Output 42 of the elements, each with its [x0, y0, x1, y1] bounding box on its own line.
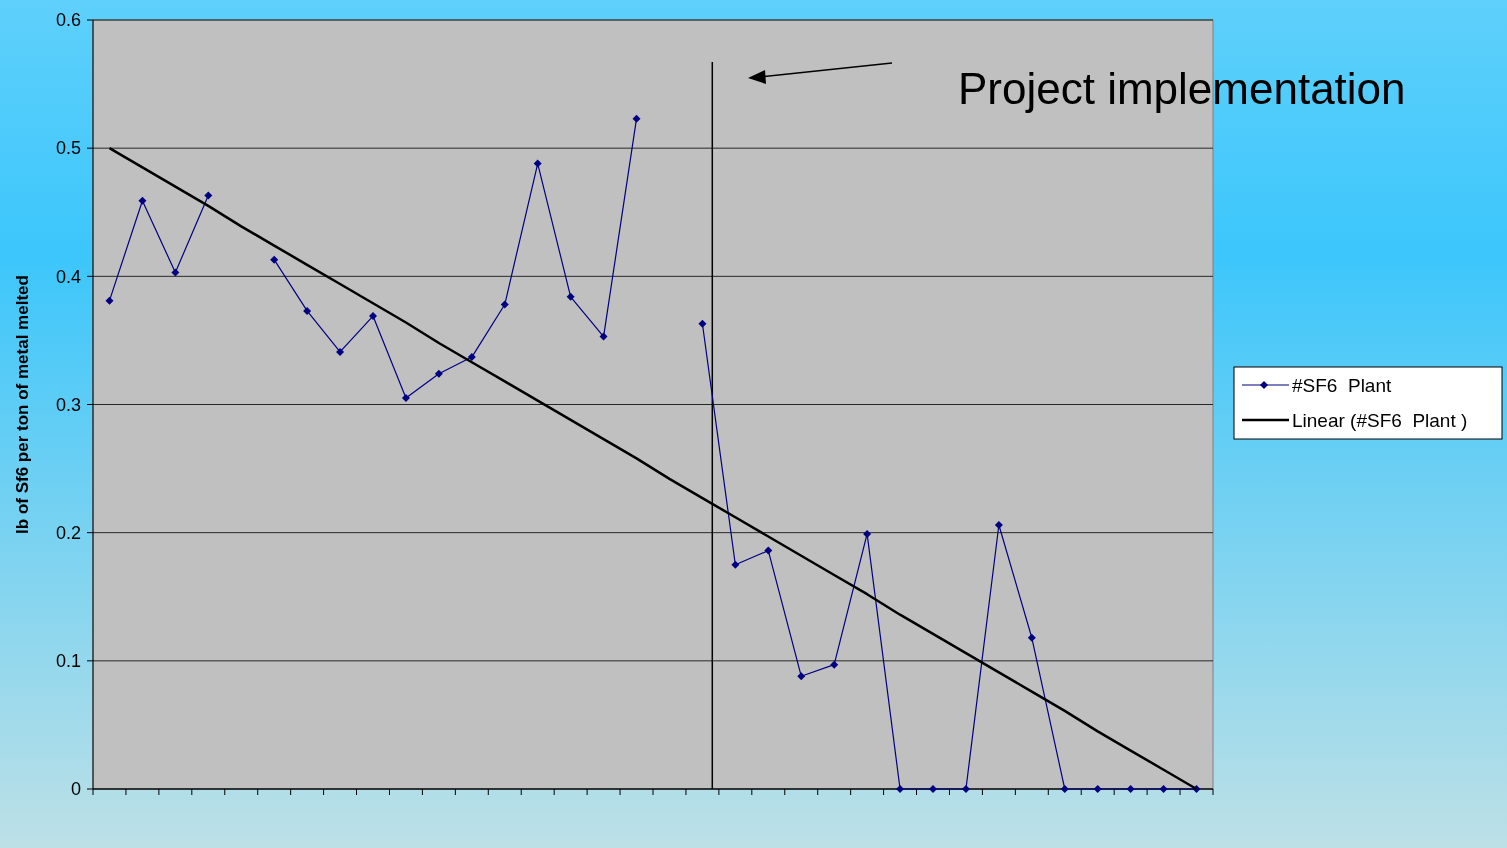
point: [1060, 785, 1069, 793]
point: [138, 196, 147, 205]
point: [105, 296, 114, 305]
point: [632, 114, 641, 123]
point: [1093, 785, 1102, 793]
point: [599, 332, 608, 341]
point: [467, 353, 476, 362]
point: [1159, 785, 1168, 793]
y-tick-label: 0.3: [55, 394, 81, 415]
point: [764, 546, 773, 555]
y-tick-label: 0.1: [55, 651, 81, 672]
point: [369, 312, 377, 321]
point: [1027, 633, 1036, 642]
point: [1126, 785, 1135, 793]
point: [566, 292, 575, 301]
point: [401, 394, 410, 403]
y-tick-label: 0.2: [55, 522, 81, 543]
point: [863, 529, 872, 538]
point: [797, 672, 806, 681]
point: [171, 268, 180, 277]
point: [270, 255, 279, 264]
y-tick-label: 0.6: [55, 10, 81, 31]
point: [204, 191, 213, 200]
point: [336, 347, 345, 356]
point: [500, 300, 509, 309]
point: [698, 319, 707, 328]
legend-label: #SF6 Plant: [1292, 374, 1392, 396]
legend-label: Linear (#SF6 Plant ): [1292, 409, 1468, 431]
point: [961, 785, 970, 793]
point: [731, 560, 740, 569]
y-axis-title: lb of Sf6 per ton of metal melted: [13, 275, 32, 534]
point: [533, 159, 542, 168]
y-tick-label: 0: [70, 779, 81, 800]
point: [434, 369, 443, 378]
y-tick-label: 0.5: [55, 138, 81, 159]
point: [896, 785, 905, 793]
point: [303, 306, 312, 315]
point: [929, 785, 937, 793]
point: [994, 520, 1003, 529]
y-tick-label: 0.4: [55, 266, 81, 287]
point: [830, 660, 839, 669]
annotation: Project implementation: [958, 64, 1406, 113]
